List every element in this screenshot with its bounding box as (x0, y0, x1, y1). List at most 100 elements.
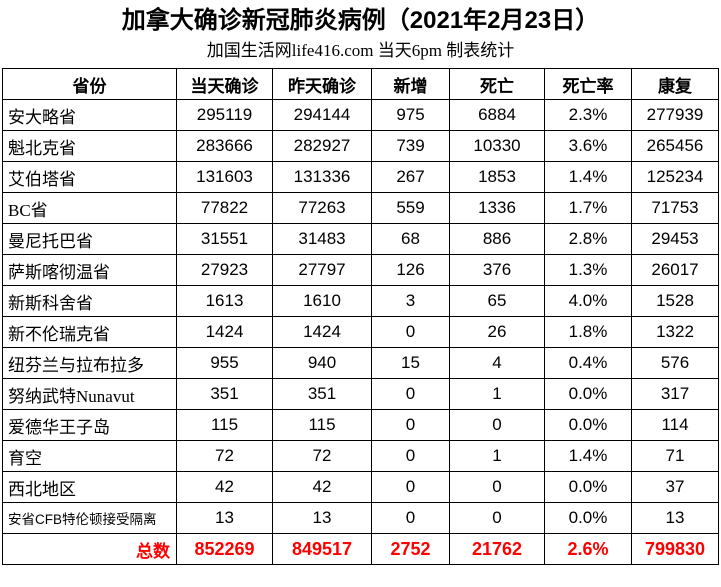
yesterday-confirmed-cell: 351 (272, 378, 372, 410)
deaths-cell: 0 (449, 409, 545, 441)
new-cases-cell: 0 (371, 409, 450, 441)
total-yesterday-confirmed: 849517 (272, 533, 372, 565)
yesterday-confirmed-cell: 294144 (272, 99, 372, 131)
column-header-province: 省份 (2, 68, 177, 100)
yesterday-confirmed-cell: 31483 (272, 223, 372, 255)
deaths-cell: 0 (449, 502, 545, 534)
table-row: BC省 77822 77263 559 1336 1.7% 71753 (2, 192, 719, 224)
recovered-cell: 71753 (631, 192, 719, 224)
today-confirmed-cell: 131603 (176, 161, 273, 193)
today-confirmed-cell: 77822 (176, 192, 273, 224)
total-recovered: 799830 (631, 533, 719, 565)
column-header-recovered: 康复 (631, 68, 719, 100)
death-rate-cell: 0.0% (544, 409, 632, 441)
table-row: 安大略省 295119 294144 975 6884 2.3% 277939 (2, 99, 719, 131)
today-confirmed-cell: 351 (176, 378, 273, 410)
province-cell: 艾伯塔省 (2, 161, 177, 193)
deaths-cell: 4 (449, 347, 545, 379)
total-row: 总数 852269 849517 2752 21762 2.6% 799830 (2, 533, 719, 565)
table-row: 爱德华王子岛 115 115 0 0 0.0% 114 (2, 409, 719, 441)
province-cell: 努纳武特Nunavut (2, 378, 177, 410)
yesterday-confirmed-cell: 1610 (272, 285, 372, 317)
recovered-cell: 125234 (631, 161, 719, 193)
today-confirmed-cell: 31551 (176, 223, 273, 255)
death-rate-cell: 0.0% (544, 471, 632, 503)
yesterday-confirmed-cell: 27797 (272, 254, 372, 286)
new-cases-cell: 975 (371, 99, 450, 131)
column-header-deaths: 死亡 (449, 68, 545, 100)
yesterday-confirmed-cell: 72 (272, 440, 372, 472)
new-cases-cell: 739 (371, 130, 450, 162)
new-cases-cell: 126 (371, 254, 450, 286)
deaths-cell: 0 (449, 471, 545, 503)
column-header-yesterday-confirmed: 昨天确诊 (272, 68, 372, 100)
recovered-cell: 71 (631, 440, 719, 472)
province-cell: 安大略省 (2, 99, 177, 131)
recovered-cell: 13 (631, 502, 719, 534)
table-row: 曼尼托巴省 31551 31483 68 886 2.8% 29453 (2, 223, 719, 255)
column-header-new-cases: 新增 (371, 68, 450, 100)
province-cell: 爱德华王子岛 (2, 409, 177, 441)
deaths-cell: 1 (449, 440, 545, 472)
province-cell: 曼尼托巴省 (2, 223, 177, 255)
yesterday-confirmed-cell: 282927 (272, 130, 372, 162)
table-row: 育空 72 72 0 1 1.4% 71 (2, 440, 719, 472)
page-title: 加拿大确诊新冠肺炎病例（2021年2月23日） (121, 7, 600, 34)
total-death-rate: 2.6% (544, 533, 632, 565)
death-rate-cell: 2.3% (544, 99, 632, 131)
deaths-cell: 1853 (449, 161, 545, 193)
province-cell: BC省 (2, 192, 177, 224)
recovered-cell: 576 (631, 347, 719, 379)
total-today-confirmed: 852269 (176, 533, 273, 565)
yesterday-confirmed-cell: 131336 (272, 161, 372, 193)
table-row: 纽芬兰与拉布拉多 955 940 15 4 0.4% 576 (2, 347, 719, 379)
header-row: 省份 当天确诊 昨天确诊 新增 死亡 死亡率 康复 (2, 68, 719, 100)
yesterday-confirmed-cell: 940 (272, 347, 372, 379)
today-confirmed-cell: 295119 (176, 99, 273, 131)
death-rate-cell: 0.0% (544, 502, 632, 534)
table-row: 魁北克省 283666 282927 739 10330 3.6% 265456 (2, 130, 719, 162)
total-new-cases: 2752 (371, 533, 450, 565)
today-confirmed-cell: 955 (176, 347, 273, 379)
covid-stats-table: 省份 当天确诊 昨天确诊 新增 死亡 死亡率 康复 安大略省 295119 2941… (2, 68, 719, 565)
today-confirmed-cell: 42 (176, 471, 273, 503)
table-row: 西北地区 42 42 0 0 0.0% 37 (2, 471, 719, 503)
death-rate-cell: 1.8% (544, 316, 632, 348)
death-rate-cell: 0.4% (544, 347, 632, 379)
today-confirmed-cell: 1613 (176, 285, 273, 317)
new-cases-cell: 0 (371, 440, 450, 472)
death-rate-cell: 1.7% (544, 192, 632, 224)
new-cases-cell: 0 (371, 378, 450, 410)
new-cases-cell: 267 (371, 161, 450, 193)
column-header-today-confirmed: 当天确诊 (176, 68, 273, 100)
column-header-death-rate: 死亡率 (544, 68, 632, 100)
yesterday-confirmed-cell: 13 (272, 502, 372, 534)
today-confirmed-cell: 1424 (176, 316, 273, 348)
new-cases-cell: 0 (371, 502, 450, 534)
deaths-cell: 65 (449, 285, 545, 317)
today-confirmed-cell: 283666 (176, 130, 273, 162)
recovered-cell: 1528 (631, 285, 719, 317)
new-cases-cell: 3 (371, 285, 450, 317)
new-cases-cell: 68 (371, 223, 450, 255)
recovered-cell: 1322 (631, 316, 719, 348)
death-rate-cell: 1.3% (544, 254, 632, 286)
total-label: 总数 (2, 533, 177, 565)
province-cell: 育空 (2, 440, 177, 472)
new-cases-cell: 15 (371, 347, 450, 379)
deaths-cell: 26 (449, 316, 545, 348)
death-rate-cell: 0.0% (544, 378, 632, 410)
today-confirmed-cell: 72 (176, 440, 273, 472)
province-cell: 魁北克省 (2, 130, 177, 162)
death-rate-cell: 1.4% (544, 440, 632, 472)
table-row: 安省CFB特伦顿接受隔离 13 13 0 0 0.0% 13 (2, 502, 719, 534)
table-row: 新斯科舍省 1613 1610 3 65 4.0% 1528 (2, 285, 719, 317)
recovered-cell: 265456 (631, 130, 719, 162)
today-confirmed-cell: 13 (176, 502, 273, 534)
deaths-cell: 376 (449, 254, 545, 286)
province-cell: 新不伦瑞克省 (2, 316, 177, 348)
new-cases-cell: 0 (371, 471, 450, 503)
deaths-cell: 1336 (449, 192, 545, 224)
yesterday-confirmed-cell: 115 (272, 409, 372, 441)
province-cell: 新斯科舍省 (2, 285, 177, 317)
